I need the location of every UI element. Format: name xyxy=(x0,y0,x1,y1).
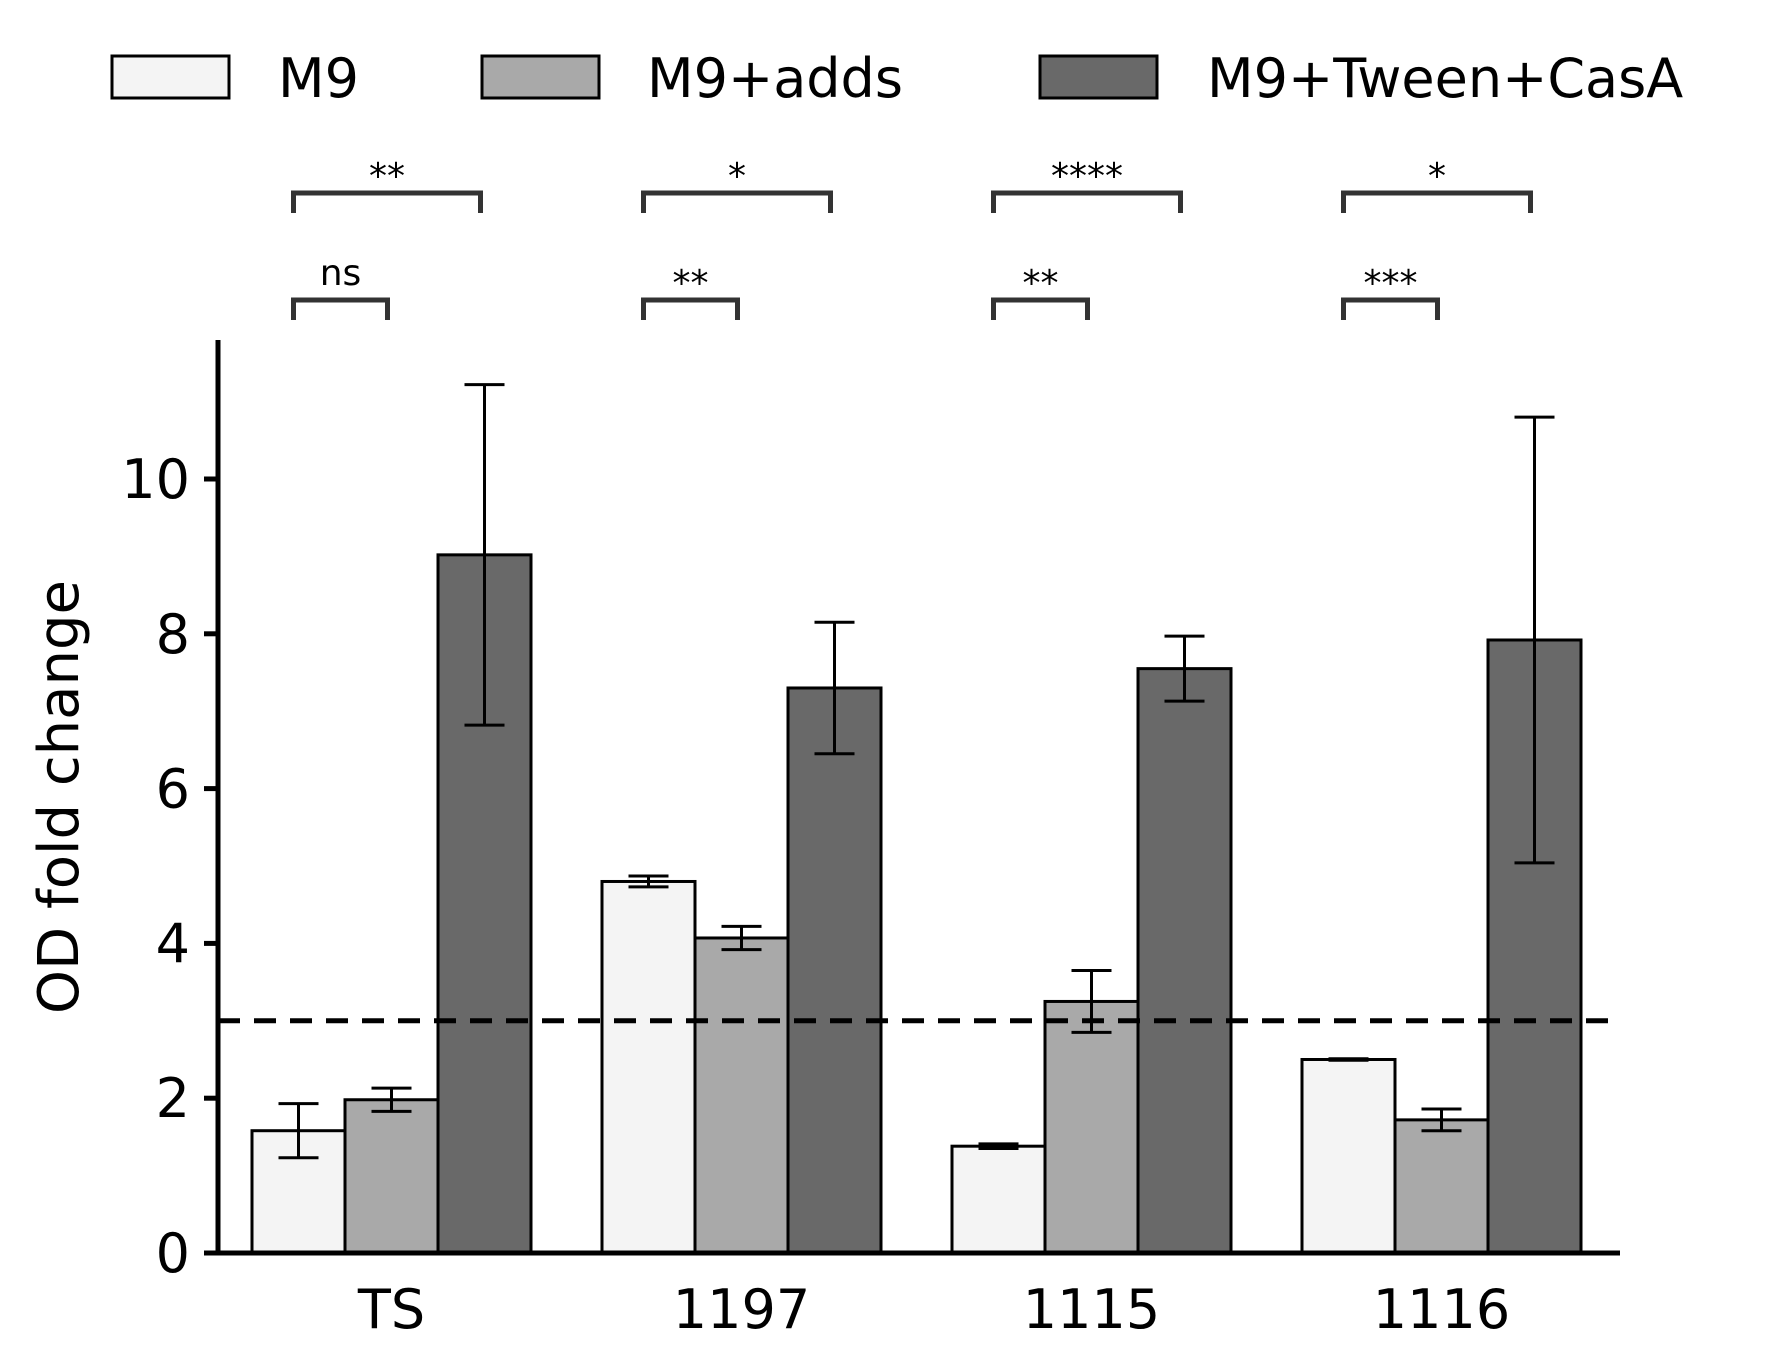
significance-brackets: ns*************** xyxy=(291,156,1533,320)
significance-ts-m9-vs-adds: ns xyxy=(291,253,390,320)
y-tick-label-6: 6 xyxy=(156,758,190,821)
significance-label: ** xyxy=(673,263,709,304)
significance-1116-m9-vs-adds: *** xyxy=(1341,263,1440,320)
bar-1197-m9-tween-casa xyxy=(786,686,883,1255)
bar-1116-m9 xyxy=(1300,1058,1397,1255)
error-bar-1197-m9-tween-casa xyxy=(814,620,855,756)
error-bar-ts-m9-tween-casa xyxy=(464,383,505,727)
x-tick-label-ts: TS xyxy=(357,1278,425,1341)
bar-1116-m9-adds xyxy=(1393,1118,1490,1255)
error-bar-1116-m9 xyxy=(1328,1057,1369,1062)
y-tick-label-8: 8 xyxy=(156,603,190,666)
significance-1115-m9-vs-adds: ** xyxy=(991,263,1090,320)
legend-swatch-m9-adds xyxy=(480,54,601,100)
significance-label: ** xyxy=(1023,263,1059,304)
axes: TS 1197 1115 1116 0 2 4 6 8 10 xyxy=(121,340,1620,1341)
bar-1115-m9-adds xyxy=(1043,999,1140,1255)
bar-1115-m9 xyxy=(950,1144,1047,1255)
significance-1116-m9-vs-tween-casa: * xyxy=(1341,156,1533,213)
error-bar-1197-m9-adds xyxy=(721,924,762,952)
legend-swatch-m9 xyxy=(110,54,231,100)
plot-area xyxy=(218,383,1620,1255)
bar-1115-m9-tween-casa xyxy=(1136,667,1233,1255)
error-bar-ts-m9-adds xyxy=(371,1086,412,1113)
legend-item-m9: M9 xyxy=(110,47,359,110)
legend: M9 M9+adds M9+Tween+CasA xyxy=(110,47,1683,110)
y-tick-label-4: 4 xyxy=(156,912,190,975)
significance-ts-m9-vs-tween-casa: ** xyxy=(291,156,483,213)
legend-label-m9-tween-casa: M9+Tween+CasA xyxy=(1207,47,1683,110)
legend-label-m9-adds: M9+adds xyxy=(647,47,903,110)
error-bar-1115-m9 xyxy=(978,1142,1019,1151)
y-axis-title: OD fold change xyxy=(27,580,92,1014)
significance-label: *** xyxy=(1364,263,1418,304)
error-bar-1116-m9-tween-casa xyxy=(1514,415,1555,865)
x-tick-label-1197: 1197 xyxy=(673,1278,810,1341)
error-bar-1197-m9 xyxy=(628,874,669,889)
significance-1197-m9-vs-tween-casa: * xyxy=(641,156,833,213)
bar-1197-m9-adds xyxy=(693,936,790,1255)
y-tick-label-2: 2 xyxy=(156,1067,190,1130)
bar-1197-m9 xyxy=(600,879,697,1255)
significance-label: **** xyxy=(1051,156,1123,197)
significance-label: * xyxy=(1428,156,1446,197)
legend-label-m9: M9 xyxy=(278,47,359,110)
error-bar-ts-m9 xyxy=(278,1102,319,1160)
legend-item-m9-adds: M9+adds xyxy=(480,47,903,110)
y-tick-label-10: 10 xyxy=(121,448,190,511)
x-tick-label-1115: 1115 xyxy=(1023,1278,1160,1341)
significance-label: ** xyxy=(369,156,405,197)
bar-ts-m9-adds xyxy=(343,1098,440,1255)
error-bar-1116-m9-adds xyxy=(1421,1107,1462,1133)
significance-label: * xyxy=(728,156,746,197)
legend-swatch-m9-tween-casa xyxy=(1038,54,1159,100)
significance-1197-m9-vs-adds: ** xyxy=(641,263,740,320)
error-bar-1115-m9-tween-casa xyxy=(1164,634,1205,703)
x-tick-label-1116: 1116 xyxy=(1373,1278,1510,1341)
significance-1115-m9-vs-tween-casa: **** xyxy=(991,156,1183,213)
significance-label: ns xyxy=(320,253,362,294)
y-tick-label-0: 0 xyxy=(156,1222,190,1285)
legend-item-m9-tween-casa: M9+Tween+CasA xyxy=(1038,47,1683,110)
